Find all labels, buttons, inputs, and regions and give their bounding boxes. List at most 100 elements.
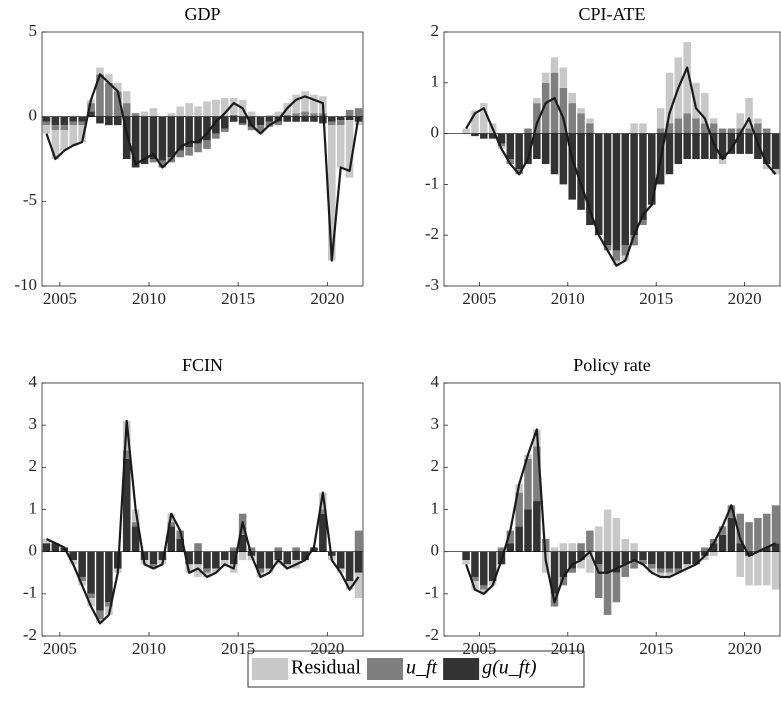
bar [745,522,753,552]
bar [594,526,603,552]
bar [577,113,585,134]
bar [754,118,762,124]
bar [665,551,674,569]
x-tick-label: 2015 [221,639,255,658]
bar [310,113,318,117]
bar [656,568,665,573]
legend-box [247,650,585,688]
bar [51,543,60,552]
legend-swatch [367,658,403,680]
bar [497,133,506,144]
bar [683,133,691,159]
bar [639,219,647,226]
bar [559,133,568,185]
y-tick-label: 0 [431,123,440,142]
bar [515,526,523,552]
bar [603,245,612,251]
bar [709,543,718,552]
bar [274,551,283,561]
axes-box [443,31,781,287]
bar [140,116,149,165]
bar [60,130,69,151]
bar [176,116,184,151]
bar [194,106,202,117]
y-tick-label: -2 [23,625,37,644]
y-tick-label: 5 [29,21,38,40]
bar [167,526,176,552]
bar [621,539,630,552]
bar [701,551,709,556]
bar [568,543,576,552]
bar [229,547,238,552]
x-tick-label: 2015 [639,289,673,308]
bar [515,169,523,175]
bar [594,564,603,599]
bar [550,551,559,594]
bar [78,576,86,582]
bar [78,125,86,143]
bar [221,560,229,565]
bar [185,147,193,156]
bar [203,101,211,117]
bar [621,551,630,565]
bar [462,551,470,561]
bar [247,116,256,127]
bar [274,560,283,565]
bar [51,125,60,131]
plot-area [42,419,363,625]
bar [140,551,149,561]
panel-title: CPI-ATE [579,4,646,24]
bar [497,547,506,552]
bar [122,458,131,552]
bar [718,534,727,552]
x-tick-label: 2015 [221,289,255,308]
bar [674,133,683,165]
bar [301,91,309,112]
bar [221,551,229,561]
x-tick-label: 2005 [43,639,77,658]
bar [122,450,131,459]
bar [212,551,220,569]
bar [292,116,300,122]
bar [771,551,780,590]
bar [42,539,51,544]
bar [42,125,51,134]
legend-swatch [252,658,288,680]
x-tick-label: 2010 [132,639,166,658]
bar [328,116,336,122]
bar [771,543,780,552]
bar [149,108,158,117]
bar [354,572,363,599]
bar [745,128,753,134]
bar [60,116,69,126]
bar [229,116,238,122]
bar [621,245,630,256]
bar [559,543,568,552]
bar [568,103,576,134]
bar [701,133,709,159]
y-tick-label: 3 [431,414,440,433]
bar [345,120,354,178]
bar [158,116,167,161]
bar [247,126,256,131]
bar [149,564,158,569]
bar [648,551,656,565]
bar [256,568,265,573]
y-tick-label: 0 [29,106,38,125]
bar [247,111,256,117]
bar [701,123,709,134]
bar [656,128,665,134]
bar [506,530,515,544]
bar [185,551,193,565]
y-tick-label: -2 [425,224,439,243]
x-tick-label: 2010 [551,639,585,658]
bar [639,560,647,565]
bar [292,551,300,561]
bar [480,585,488,590]
bar [96,67,104,75]
bar [639,133,647,220]
bar [745,98,753,129]
bar [559,87,568,134]
y-tick-label: -5 [23,190,37,209]
bar [319,513,327,552]
